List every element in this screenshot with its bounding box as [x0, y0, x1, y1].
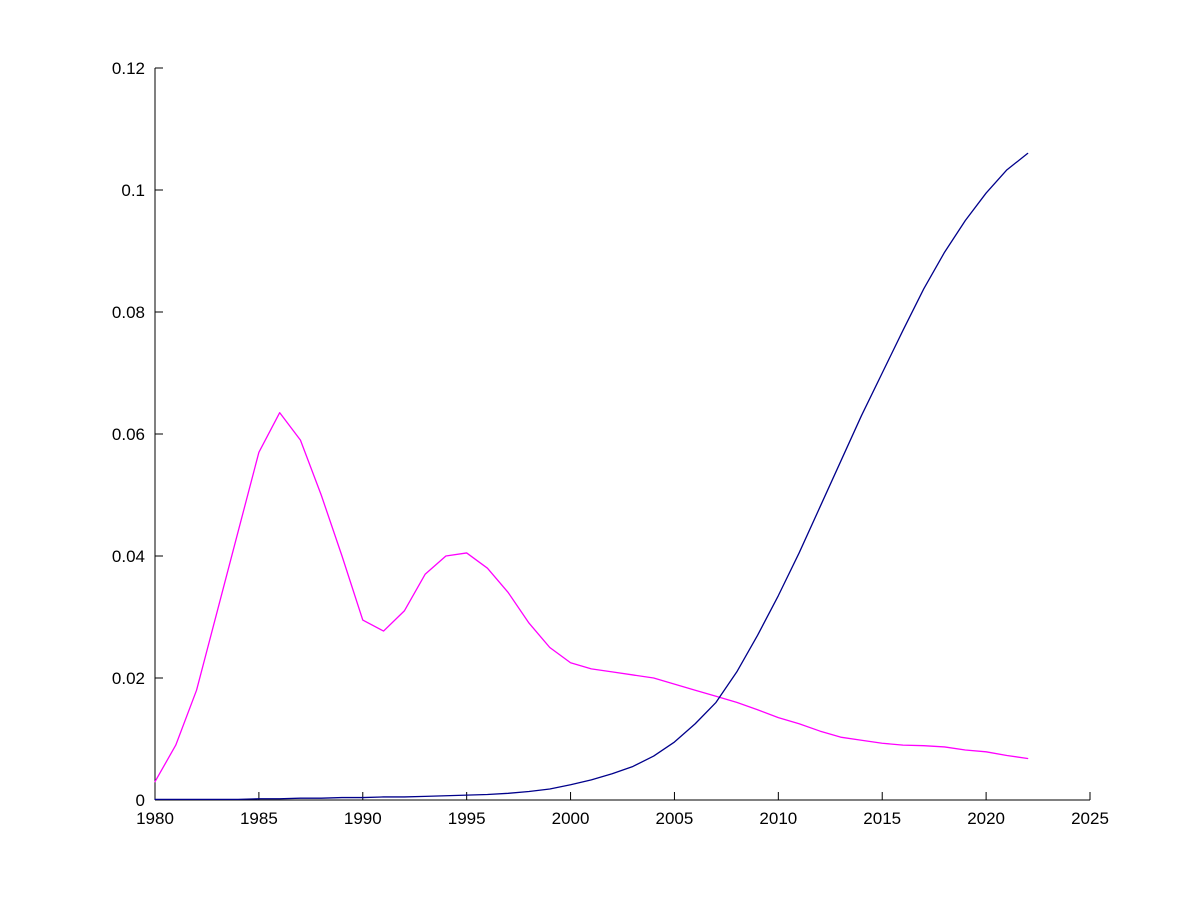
x-tick-label: 2015	[863, 809, 901, 828]
x-tick-label: 1985	[240, 809, 278, 828]
y-tick-label: 0.12	[112, 59, 145, 78]
y-tick-label: 0.06	[112, 425, 145, 444]
y-tick-label: 0.04	[112, 547, 145, 566]
x-tick-label: 1980	[136, 809, 174, 828]
series-line-blue-series	[154, 152, 1029, 801]
y-tick-label: 0.02	[112, 669, 145, 688]
y-tick-label: 0	[136, 791, 145, 810]
y-tick-label: 0.08	[112, 303, 145, 322]
series-line-magenta-series	[154, 411, 1029, 783]
y-tick-label: 0.1	[121, 181, 145, 200]
x-tick-label: 2000	[552, 809, 590, 828]
x-tick-label: 2005	[656, 809, 694, 828]
x-tick-label: 2010	[759, 809, 797, 828]
x-tick-label: 1995	[448, 809, 486, 828]
x-tick-label: 2025	[1071, 809, 1109, 828]
x-tick-label: 2020	[967, 809, 1005, 828]
x-tick-label: 1990	[344, 809, 382, 828]
